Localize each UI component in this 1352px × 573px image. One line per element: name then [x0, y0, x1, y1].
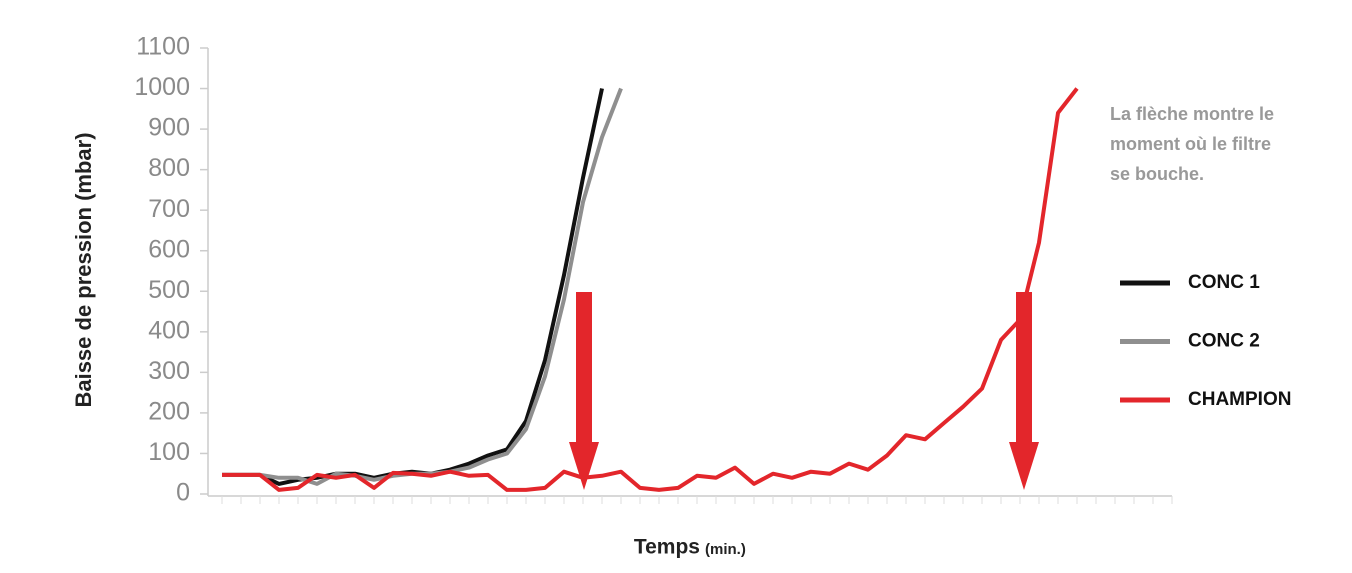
- annotation: moment où le filtre: [1110, 134, 1271, 154]
- legend-label: CHAMPION: [1188, 389, 1291, 410]
- y-tick-label: 500: [148, 276, 190, 304]
- annotation: La flèche montre le: [1110, 104, 1274, 124]
- annotation: se bouche.: [1110, 164, 1204, 184]
- arrow: [1009, 292, 1039, 490]
- y-tick-label: 800: [148, 154, 190, 182]
- y-tick-label: 700: [148, 195, 190, 223]
- series-line: [222, 88, 604, 486]
- series-line: [222, 87, 1079, 492]
- y-tick-label: 200: [148, 398, 190, 426]
- y-tick-label: 0: [176, 479, 190, 507]
- y-tick-label: 1000: [134, 73, 190, 101]
- y-tick-label: 400: [148, 316, 190, 344]
- y-tick-label: 100: [148, 438, 190, 466]
- y-tick-label: 1100: [136, 33, 190, 61]
- legend-label: CONC 1: [1188, 272, 1260, 293]
- y-axis-label: Baisse de pression (mbar): [71, 132, 96, 407]
- y-tick-label: 600: [148, 235, 190, 263]
- arrow: [569, 292, 599, 490]
- y-tick-label: 900: [148, 114, 190, 142]
- x-axis-label: Temps: [634, 536, 700, 559]
- x-axis-unit: (min.): [705, 541, 746, 558]
- legend-label: CONC 2: [1188, 331, 1260, 352]
- y-tick-label: 300: [148, 357, 190, 385]
